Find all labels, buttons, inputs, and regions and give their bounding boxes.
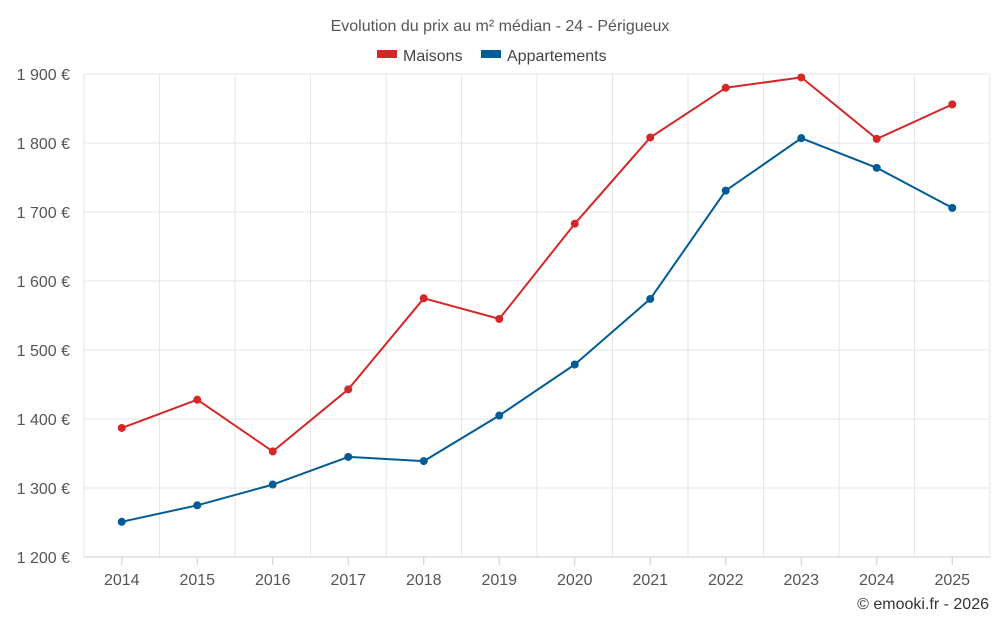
data-point-appartements-2018[interactable]: [419, 457, 428, 466]
data-point-maisons-2018[interactable]: [419, 294, 428, 303]
x-tick-label: 2022: [708, 572, 744, 589]
legend-swatch-maisons: [377, 50, 397, 58]
data-point-maisons-2015[interactable]: [193, 395, 202, 404]
x-tick-label: 2023: [783, 572, 819, 589]
credit-text: © emooki.fr - 2026: [857, 596, 989, 613]
legend-label-maisons: Maisons: [403, 48, 463, 65]
series-layer: [117, 73, 957, 526]
data-point-maisons-2016[interactable]: [268, 447, 277, 456]
legend-item-appartements[interactable]: Appartements: [481, 48, 607, 65]
data-point-appartements-2024[interactable]: [872, 163, 881, 172]
legend: Maisons Appartements: [377, 48, 607, 65]
data-point-appartements-2017[interactable]: [344, 452, 353, 461]
y-tick-label: 1 500 €: [17, 343, 70, 360]
x-tick-label: 2015: [179, 572, 215, 589]
x-tick-label: 2014: [104, 572, 140, 589]
x-tick-label: 2019: [481, 572, 517, 589]
data-point-appartements-2025[interactable]: [948, 203, 957, 212]
data-point-maisons-2022[interactable]: [721, 83, 730, 92]
data-point-maisons-2014[interactable]: [117, 423, 126, 432]
y-axis: 1 200 € 1 300 € 1 400 € 1 500 € 1 600 € 1 700…: [17, 67, 70, 567]
x-axis: 2014 2015 2016 2017 2018 2019 2020 2021 2022 2023…: [104, 557, 970, 589]
data-point-appartements-2020[interactable]: [570, 360, 579, 369]
data-point-appartements-2014[interactable]: [117, 517, 126, 526]
data-point-appartements-2015[interactable]: [193, 501, 202, 510]
x-tick-label: 2020: [557, 572, 593, 589]
y-tick-label: 1 900 €: [17, 67, 70, 84]
data-point-appartements-2023[interactable]: [797, 134, 806, 143]
y-tick-label: 1 800 €: [17, 136, 70, 153]
data-point-maisons-2019[interactable]: [495, 314, 504, 323]
legend-swatch-appartements: [481, 50, 501, 58]
data-point-appartements-2021[interactable]: [646, 294, 655, 303]
data-point-maisons-2020[interactable]: [570, 219, 579, 228]
grid: [83, 73, 991, 558]
data-point-appartements-2016[interactable]: [268, 480, 277, 489]
x-tick-label: 2016: [255, 572, 291, 589]
series-line-appartements: [121, 137, 953, 523]
y-tick-label: 1 400 €: [17, 412, 70, 429]
x-tick-label: 2018: [406, 572, 442, 589]
y-tick-label: 1 200 €: [17, 550, 70, 567]
data-point-maisons-2023[interactable]: [797, 73, 806, 82]
legend-label-appartements: Appartements: [507, 48, 607, 65]
x-tick-label: 2024: [859, 572, 895, 589]
data-point-maisons-2025[interactable]: [948, 100, 957, 109]
x-tick-label: 2025: [934, 572, 970, 589]
data-point-appartements-2019[interactable]: [495, 411, 504, 420]
data-point-maisons-2017[interactable]: [344, 385, 353, 394]
data-point-maisons-2021[interactable]: [646, 133, 655, 142]
data-point-maisons-2024[interactable]: [872, 134, 881, 143]
data-point-appartements-2022[interactable]: [721, 186, 730, 195]
y-tick-label: 1 700 €: [17, 205, 70, 222]
y-tick-label: 1 600 €: [17, 274, 70, 291]
y-tick-label: 1 300 €: [17, 481, 70, 498]
series-line-maisons: [121, 76, 953, 453]
legend-item-maisons[interactable]: Maisons: [377, 48, 463, 65]
chart-title: Evolution du prix au m² médian - 24 - Pé…: [331, 18, 670, 35]
x-tick-label: 2017: [330, 572, 366, 589]
x-tick-label: 2021: [632, 572, 668, 589]
